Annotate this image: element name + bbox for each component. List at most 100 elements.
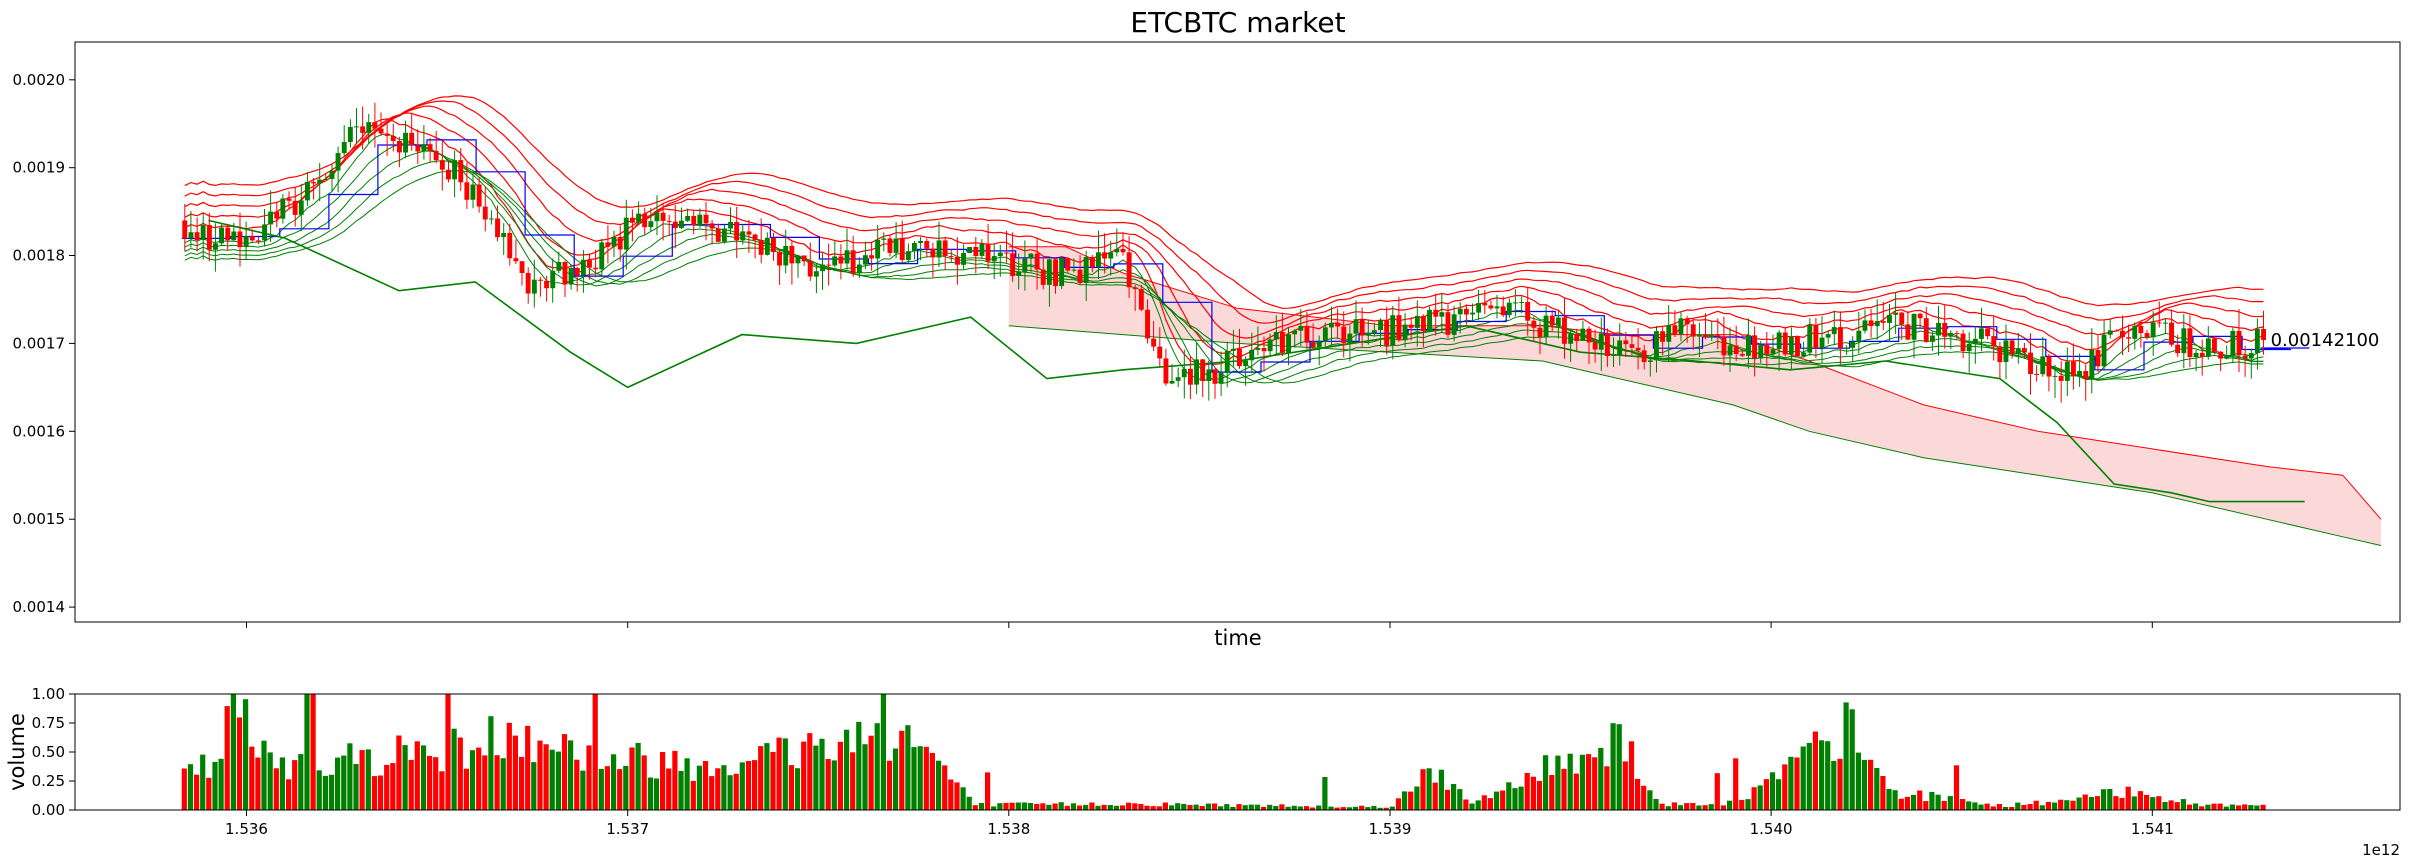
volume-bar: [1389, 806, 1395, 810]
volume-bar: [2015, 802, 2021, 810]
candle-body: [1972, 338, 1978, 344]
volume-bar: [696, 765, 702, 810]
candle-body: [1960, 333, 1966, 352]
candle-body: [1488, 305, 1494, 309]
candle-body: [347, 127, 353, 142]
volume-bar: [304, 694, 310, 810]
candle-body: [1568, 333, 1574, 344]
candle-body: [1739, 354, 1745, 356]
volume-bar: [1193, 804, 1199, 810]
volume-bar: [991, 806, 997, 810]
candle-body: [1040, 269, 1046, 285]
y-tick-label: 0.0016: [13, 422, 66, 440]
y-tick-label: 0.0017: [13, 334, 66, 352]
volume-bar: [1426, 768, 1432, 810]
candle-body: [415, 145, 421, 152]
volume-bar: [488, 716, 494, 810]
candle-body: [488, 218, 494, 220]
candle-body: [1396, 315, 1402, 341]
candle-body: [593, 267, 599, 270]
volume-bar: [1494, 791, 1500, 810]
volume-bar: [2150, 797, 2156, 810]
volume-bar: [1205, 803, 1211, 810]
candle-body: [1513, 302, 1518, 304]
candle-body: [1175, 377, 1181, 381]
candle-body: [1457, 308, 1463, 315]
candle-body: [1065, 258, 1071, 271]
candle-body: [1365, 332, 1371, 336]
volume-bar: [1530, 776, 1536, 810]
volume-bar: [2235, 805, 2242, 810]
volume-bar: [1046, 804, 1052, 810]
volume-bar: [844, 729, 850, 810]
candle-body: [1212, 369, 1218, 384]
candle-body: [967, 247, 973, 253]
candle-body: [1880, 321, 1886, 323]
volume-bar: [960, 787, 966, 810]
candle-body: [1525, 302, 1531, 321]
candle-body: [1194, 359, 1199, 385]
candle-body: [605, 242, 611, 247]
x-tick-label: 1.539: [1369, 820, 1412, 838]
candle-body: [1690, 324, 1696, 337]
candle-body: [1752, 335, 1757, 359]
y-tick-label: 0.0019: [13, 159, 66, 177]
lower-indicator-line: [208, 219, 2305, 503]
candle-body: [1169, 380, 1175, 384]
volume-bar: [377, 775, 384, 810]
candle-body: [672, 221, 678, 229]
candle-body: [1292, 330, 1298, 335]
candle-body: [409, 132, 415, 146]
candle-body: [1733, 345, 1739, 354]
candle-body: [1807, 325, 1813, 353]
volume-bar: [1365, 807, 1371, 810]
volume-bar: [1316, 805, 1322, 810]
candle-body: [752, 234, 758, 240]
volume-bar: [1665, 806, 1671, 810]
volume-bar: [1101, 804, 1107, 810]
volume-bar: [1211, 803, 1218, 810]
volume-bar: [1408, 791, 1414, 810]
volume-bar: [2186, 804, 2193, 810]
volume-bar: [181, 768, 187, 810]
x-tick-label: 1.537: [606, 820, 649, 838]
volume-bar: [1573, 773, 1579, 810]
volume-bar: [402, 745, 408, 810]
candle-body: [832, 256, 838, 266]
candle-body: [1427, 309, 1432, 331]
candle-body: [2187, 328, 2193, 357]
candle-body: [182, 220, 188, 239]
candle-body: [1654, 331, 1659, 361]
volume-bar: [2260, 804, 2266, 810]
candle-body: [255, 240, 261, 242]
candle-body: [2009, 340, 2015, 354]
candle-body: [403, 132, 408, 153]
volume-bar: [1040, 803, 1046, 810]
volume-bar: [690, 780, 696, 810]
volume-bar: [414, 741, 420, 810]
candle-body: [2236, 330, 2242, 356]
volume-bar: [2021, 804, 2027, 810]
volume-bar: [2045, 801, 2051, 810]
candle-body: [1304, 325, 1310, 343]
candle-body: [2261, 329, 2266, 341]
candle-body: [1218, 373, 1224, 384]
volume-bar: [1733, 758, 1739, 810]
volume-bar: [1690, 803, 1696, 810]
candle-body: [1433, 309, 1439, 317]
candle-body: [1286, 334, 1291, 353]
volume-bar: [1340, 807, 1346, 810]
volume-bar: [1254, 804, 1260, 810]
volume-bar: [611, 754, 617, 810]
candle-body: [2169, 322, 2174, 345]
volume-bar: [555, 751, 561, 810]
candle-body: [1770, 349, 1776, 354]
candle-body: [1310, 342, 1316, 348]
volume-bar: [298, 754, 304, 810]
candle-body: [1408, 324, 1414, 328]
candle-body: [2052, 375, 2058, 377]
candle-body: [887, 238, 893, 253]
volume-bar: [764, 743, 770, 810]
volume-bar: [1261, 806, 1267, 810]
volume-bar: [1126, 802, 1132, 810]
